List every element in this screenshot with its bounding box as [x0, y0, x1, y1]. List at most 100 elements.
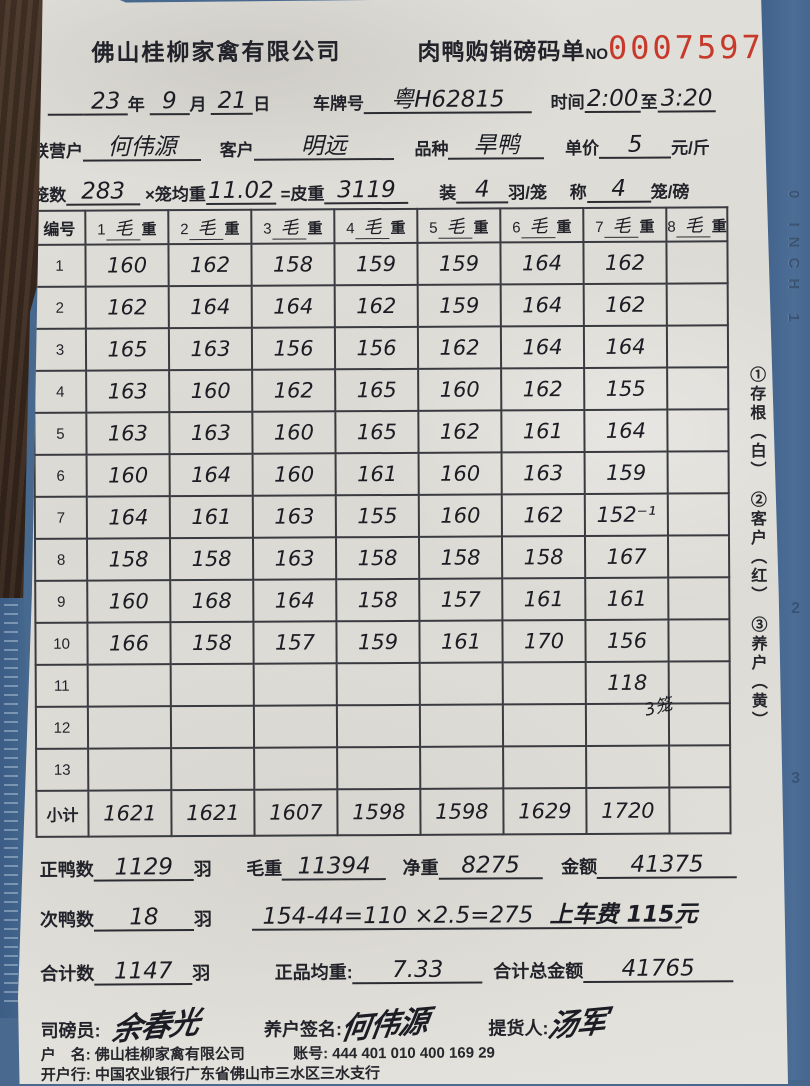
- weight-value: 118: [607, 670, 648, 695]
- weight-cell: 162: [85, 286, 169, 329]
- summary-row-3: 合计数 1147 羽 正品均重: 7.33 合计总金额 41765: [40, 955, 734, 986]
- weight-cell: [502, 703, 587, 747]
- day-label: 日: [253, 94, 271, 114]
- customer-value: 明远: [300, 133, 347, 160]
- year-label: 年: [127, 95, 145, 115]
- weight-cell: 156: [251, 327, 336, 370]
- weight-value: 160: [273, 420, 315, 445]
- subtotal-value: 1621: [103, 801, 157, 826]
- col-handwritten-mid: 毛: [676, 215, 711, 238]
- weight-cell: 158: [418, 536, 503, 579]
- subtotal-cell: [669, 787, 731, 834]
- table-header-row: 编号 1 毛重 2 毛重 3 毛重 4 毛重 5 毛重 6 毛重 7 毛重 8 毛重: [33, 207, 728, 245]
- col-handwritten-mid: 毛: [604, 215, 639, 238]
- ruler-ticks: [4, 604, 18, 1004]
- weight-cell: [336, 662, 420, 706]
- weight-cell: 161: [419, 620, 503, 663]
- weight-value: 159: [439, 293, 480, 318]
- weigh-label: 称: [569, 183, 587, 203]
- weight-value: 160: [108, 589, 149, 614]
- weight-cell: 164: [168, 285, 252, 329]
- weight-cell: 158: [501, 536, 586, 579]
- weight-value: 168: [191, 588, 232, 614]
- weight-cell: 162: [168, 243, 252, 287]
- ruler-inch-text: 0 INCH 1: [785, 190, 802, 332]
- weight-cell: 156: [334, 326, 419, 370]
- net-weight-label: 净重: [402, 857, 439, 879]
- good-duck-value: 1129: [114, 854, 174, 881]
- weight-cell: [254, 747, 338, 790]
- weight-value: 167: [606, 544, 647, 569]
- weight-value: 163: [274, 546, 315, 571]
- breed-label: 品种: [414, 139, 449, 160]
- col-suffix: 重: [224, 220, 240, 238]
- weight-value: 160: [108, 463, 149, 488]
- picker-label: 提货人:: [488, 1018, 549, 1039]
- row-number: 6: [34, 454, 87, 497]
- table-row: 9 160 168 164 158 157 161 161: [35, 577, 730, 623]
- row-number: 1: [33, 244, 86, 287]
- weight-value: 155: [605, 376, 646, 401]
- weight-cell: [171, 747, 255, 791]
- load-unit: 羽/笼: [508, 183, 548, 203]
- col-suffix: 重: [307, 220, 323, 238]
- signatures-row: 司磅员: 余春光 养户签名:何伟源 提货人:汤军: [40, 999, 609, 1049]
- col-number: 2: [180, 221, 189, 239]
- weight-cell: 161: [335, 452, 419, 496]
- bank-label: 开户行:: [40, 1066, 91, 1084]
- weight-cell: 157: [419, 578, 503, 621]
- weight-value: 164: [191, 462, 232, 488]
- row-number: 12: [35, 706, 89, 749]
- weight-value: 158: [523, 545, 564, 570]
- weight-value: 164: [273, 294, 314, 319]
- table-row: 1 160 162 158 159 159 164 162: [33, 241, 729, 287]
- weight-value: 161: [523, 587, 564, 612]
- weight-value: 158: [357, 587, 398, 613]
- table-row: 2 162 164 164 162 159 164 162: [33, 283, 729, 329]
- weight-value: 162: [523, 503, 564, 528]
- weight-cell: 164: [500, 284, 584, 327]
- grand-total-value: 41765: [621, 955, 695, 982]
- weight-value: 158: [108, 547, 149, 572]
- col-suffix: 重: [141, 221, 157, 239]
- weight-cell: 161: [502, 577, 586, 621]
- cage-avg-label: ×笼均重: [144, 185, 206, 205]
- ruler-mark-3: 3: [791, 770, 800, 787]
- weight-cell: [668, 703, 731, 746]
- row-number: 8: [34, 538, 88, 581]
- weight-value: 159: [357, 629, 399, 655]
- weight-cell: 162: [501, 494, 585, 537]
- summary-row-2: 次鸭数 18 羽 154-44=110 ×2.5=275 上车费 115元: [40, 901, 698, 932]
- calc-note: 154-44=110 ×2.5=275: [262, 902, 534, 930]
- col-handwritten-mid: 毛: [521, 216, 556, 239]
- account-name-value: 佛山桂柳家禽有限公司: [94, 1045, 245, 1064]
- cage-avg-value: 11.02: [207, 177, 274, 204]
- subtotal-value: 1720: [601, 798, 655, 823]
- weight-cell: 158: [169, 537, 254, 581]
- weight-cell: 162: [501, 368, 585, 411]
- weight-cell: 159: [584, 451, 668, 495]
- weight-cell: [667, 409, 729, 452]
- subtotal-cell: 1720: [586, 787, 670, 834]
- weight-cell: 163: [252, 495, 336, 538]
- col-number: 6: [512, 219, 521, 237]
- tare-value: 3119: [337, 176, 396, 204]
- col-suffix: 重: [473, 219, 489, 237]
- col-handwritten-mid: 毛: [355, 217, 390, 240]
- weight-cell: [88, 748, 172, 791]
- cage-row: 笼数 283 ×笼均重11.02 =皮重 3119 装 4 羽/笼 称 4 笼/磅: [32, 176, 690, 206]
- amount-value: 41375: [630, 851, 704, 878]
- weight-cell: 158: [336, 578, 420, 622]
- cull-duck-unit: 羽: [193, 909, 213, 930]
- weight-value: 162: [356, 293, 397, 319]
- partner-customer-row: 联营户 何伟源 客户 明远 品种 旱鸭 单价 5 元/斤: [32, 132, 710, 162]
- col-number: 7: [595, 218, 604, 236]
- weight-cell: [668, 577, 730, 620]
- weight-cell: 155: [335, 494, 419, 538]
- weight-cell: 159: [417, 284, 501, 327]
- row-number: 7: [34, 496, 87, 539]
- form-title-block: 肉鸭购销磅码单NO0007597: [417, 28, 764, 68]
